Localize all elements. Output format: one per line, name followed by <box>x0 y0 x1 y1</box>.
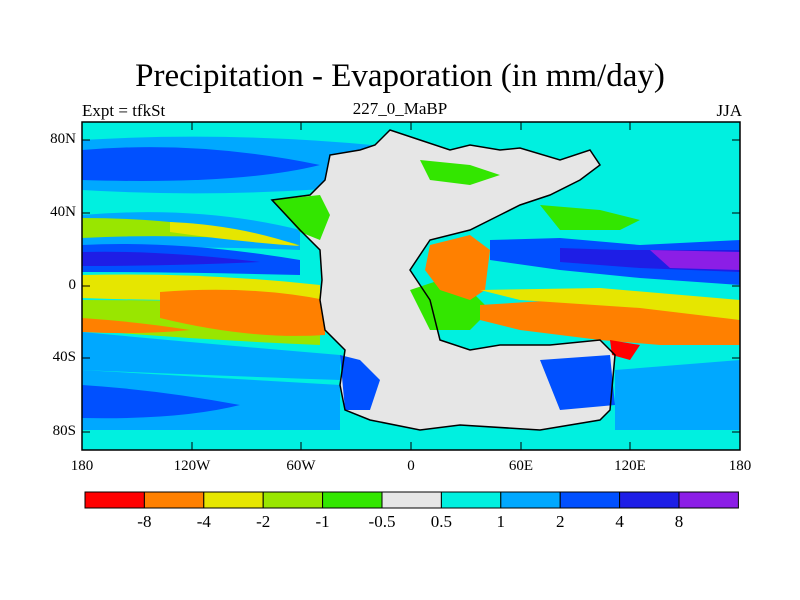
colorbar <box>84 491 739 509</box>
colorbar-box <box>500 491 561 509</box>
colorbar-box <box>262 491 324 509</box>
map-title: Precipitation - Evaporation (in mm/day) <box>135 58 665 94</box>
colorbar-label: 0.5 <box>430 512 453 531</box>
wedge-yellow <box>170 222 300 246</box>
field-layers <box>82 122 740 450</box>
tethys-orange <box>425 235 490 300</box>
coastline <box>270 129 616 431</box>
lon-label-60e: 60E <box>508 458 534 474</box>
colorbar-label: 8 <box>674 512 684 531</box>
lat-label-80n: 80N <box>50 131 76 147</box>
time-label: 227_0_MaBP <box>352 99 448 118</box>
colorbar-label: 2 <box>555 512 565 531</box>
north-band-blue <box>82 147 320 181</box>
lon-label-120e: 120E <box>614 458 646 474</box>
colorbar-box <box>203 491 264 509</box>
east-purple-patch <box>650 250 740 270</box>
colorbar-label: 1 <box>496 512 506 531</box>
colorbar-box <box>678 491 739 509</box>
lat-label-40n: 40N <box>50 204 76 220</box>
sh-orange-west <box>160 289 325 336</box>
colorbar-box <box>619 491 680 509</box>
colorbar-box <box>381 491 442 509</box>
sh-lightblue <box>82 332 340 380</box>
colorbar-label: -0.5 <box>368 512 396 531</box>
lon-label-0: 0 <box>407 458 415 474</box>
sh-blue-east <box>540 355 615 410</box>
colorbar-box <box>143 491 205 509</box>
nh-tropics-darkblue <box>82 251 260 266</box>
sh-blue-patch <box>82 385 240 419</box>
colorbar-label: -4 <box>196 512 211 531</box>
sh-lightblue-east <box>615 360 740 450</box>
land-green-north <box>420 160 500 185</box>
lat-ticks <box>82 139 740 433</box>
lat-label-0: 0 <box>68 277 77 293</box>
land-green-west <box>272 195 330 240</box>
season-label: JJA <box>716 101 742 120</box>
colorbar-box <box>440 491 502 509</box>
lon-label-60w: 60W <box>286 458 316 474</box>
lon-label-180e: 180 <box>728 458 752 474</box>
lat-label-80s: 80S <box>52 423 76 439</box>
colorbar-box <box>84 491 145 509</box>
south-cyan-strip <box>82 430 740 450</box>
colorbar-box <box>559 491 621 509</box>
colorbar-label: -1 <box>315 512 330 531</box>
east-red-patch <box>610 340 640 360</box>
lon-label-120w: 120W <box>173 458 211 474</box>
experiment-label: Expt = tfkSt <box>82 101 166 120</box>
pangaea-land <box>272 130 615 430</box>
lon-label-180w: 180 <box>70 458 94 474</box>
sh-blue-center <box>340 355 380 410</box>
colorbar-label: -2 <box>256 512 271 531</box>
east-yellow-band <box>480 288 740 320</box>
colorbar-box <box>322 491 383 509</box>
colorbar-label: 4 <box>615 512 624 531</box>
sh-orange-west-2 <box>82 318 190 334</box>
lon-ticks <box>81 122 741 450</box>
lat-label-40s: 40S <box>52 349 76 365</box>
colorbar-label: -8 <box>137 512 152 531</box>
land-green-east <box>540 205 640 230</box>
